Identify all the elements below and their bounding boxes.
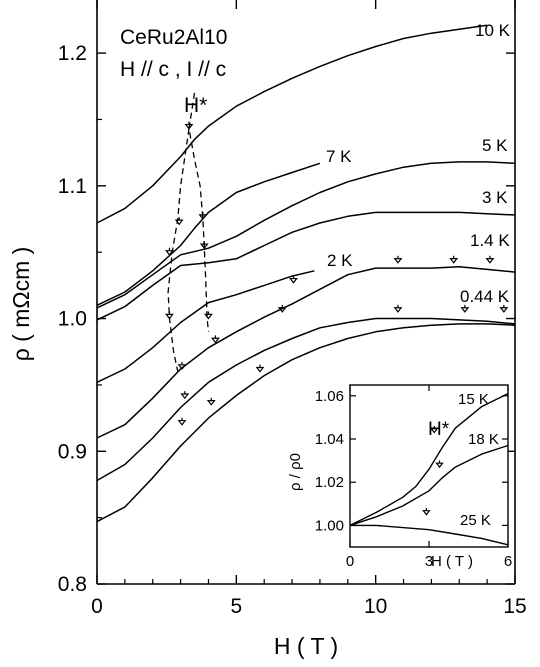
x-axis-title: H ( T ) bbox=[274, 633, 338, 659]
arrow-marker-14 bbox=[177, 419, 187, 426]
series-line-6 bbox=[96, 317, 516, 482]
curve-label-3: 3 K bbox=[482, 188, 508, 207]
arrow-marker-18 bbox=[393, 307, 403, 313]
y-tick-label: 1.1 bbox=[58, 175, 87, 198]
curve-label-4: 2 K bbox=[327, 251, 353, 270]
arrow-marker-15 bbox=[393, 258, 403, 264]
inset-hstar-label: H* bbox=[428, 419, 450, 440]
x-tick-label: 15 bbox=[503, 595, 526, 618]
y-axis-title: ρ ( mΩcm ) bbox=[8, 247, 34, 362]
x-tick-label: 0 bbox=[91, 595, 103, 618]
arrow-marker-13 bbox=[206, 400, 216, 406]
inset-series-line-1 bbox=[349, 444, 509, 527]
compound-label: CeRu2Al10 bbox=[120, 26, 227, 49]
x-tick-label: 10 bbox=[364, 595, 387, 618]
inset-x-axis-title: H ( T ) bbox=[431, 553, 473, 570]
y-tick-label: 1.0 bbox=[58, 308, 87, 331]
arrow-marker-12 bbox=[180, 393, 190, 400]
y-tick-label: 1.2 bbox=[58, 42, 87, 65]
curve-label-5: 1.4 K bbox=[470, 231, 510, 250]
series-line-1 bbox=[96, 162, 321, 306]
arrow-marker-5 bbox=[289, 277, 298, 284]
hstar-dashed-line-left bbox=[167, 128, 190, 372]
y-tick-label: 0.8 bbox=[58, 573, 87, 596]
inset-series-line-2 bbox=[350, 524, 509, 546]
series-line-2 bbox=[96, 161, 516, 309]
inset-x-tick-label: 3 bbox=[425, 553, 433, 570]
inset-frame bbox=[349, 384, 509, 548]
curve-label-2: 5 K bbox=[482, 136, 508, 155]
curve-label-1: 7 K bbox=[326, 147, 352, 166]
inset-curve-label-1: 18 K bbox=[468, 431, 499, 448]
main-plot: 0 5 10 15 0.8 0.9 1.0 1.1 1.2 H ( T ) ρ ( mΩcm ) Ce… bbox=[8, 0, 527, 659]
field-current-label: H // c , I // c bbox=[120, 58, 226, 81]
arrow-marker-7 bbox=[165, 313, 174, 320]
arrow-marker-17 bbox=[485, 258, 495, 264]
hstar-label: H* bbox=[184, 94, 207, 117]
inset-series-line-0 bbox=[349, 392, 509, 527]
hstar-dashed-line-right bbox=[188, 92, 210, 332]
curve-label-6: 0.44 K bbox=[460, 287, 510, 306]
arrow-marker-20 bbox=[499, 307, 509, 313]
inset-x-tick-label: 0 bbox=[346, 553, 354, 570]
arrow-marker-19 bbox=[460, 307, 470, 313]
inset-y-tick-label: 1.00 bbox=[315, 517, 344, 534]
inset-y-tick-label: 1.04 bbox=[315, 431, 344, 448]
series-line-5 bbox=[96, 266, 516, 439]
inset-curve-label-0: 15 K bbox=[458, 391, 489, 408]
inset-plot: 0 3 6 1.00 1.02 1.04 1.06 ρ / ρ0 H ( T ) 15 K 18 K… bbox=[287, 384, 512, 570]
inset-x-tick-label: 6 bbox=[504, 553, 512, 570]
curve-label-0: 10 K bbox=[475, 21, 511, 40]
x-tick-label: 5 bbox=[230, 595, 242, 618]
series-line-3 bbox=[96, 211, 516, 321]
arrow-marker-9 bbox=[177, 364, 187, 370]
inset-y-tick-label: 1.02 bbox=[315, 474, 344, 491]
series-line-4 bbox=[96, 270, 315, 383]
inset-y-tick-label: 1.06 bbox=[315, 388, 344, 405]
arrow-marker-8 bbox=[204, 313, 213, 320]
arrow-marker-16 bbox=[449, 258, 459, 264]
series-line-0 bbox=[96, 24, 488, 224]
series-line-7 bbox=[96, 323, 516, 523]
arrow-marker-11 bbox=[255, 366, 265, 373]
y-tick-label: 0.9 bbox=[58, 440, 87, 463]
inset-y-axis-title: ρ / ρ0 bbox=[287, 453, 304, 491]
inset-curve-label-2: 25 K bbox=[460, 512, 491, 529]
